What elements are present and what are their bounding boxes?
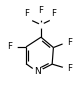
Text: F: F bbox=[38, 6, 44, 15]
Text: F: F bbox=[67, 64, 72, 73]
Text: N: N bbox=[34, 67, 41, 76]
Text: F: F bbox=[67, 37, 72, 47]
Text: F: F bbox=[24, 9, 29, 18]
Text: F: F bbox=[52, 9, 56, 18]
Text: F: F bbox=[7, 42, 12, 51]
